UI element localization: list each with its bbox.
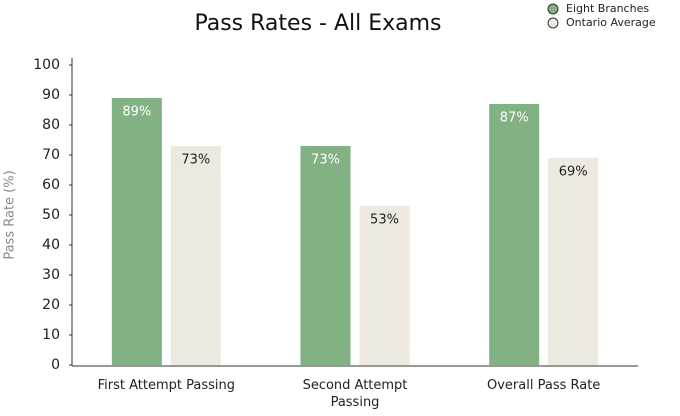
x-tick-label: Second Attempt Passing (302, 378, 408, 410)
y-tick-label: 70 (42, 147, 60, 163)
bar (548, 158, 599, 365)
y-tick-label: 20 (42, 297, 60, 313)
value-label: 73% (181, 153, 210, 168)
y-tick-label: 80 (42, 117, 60, 133)
value-label: 53% (370, 213, 399, 228)
value-label: 73% (311, 153, 340, 168)
y-tick-label: 50 (42, 207, 60, 223)
y-tick-label: 90 (42, 87, 60, 103)
x-tick-label: Overall Pass Rate (487, 378, 601, 393)
y-tick-label: 100 (33, 57, 60, 73)
y-axis-label: Pass Rate (%) (3, 170, 18, 259)
value-label: 89% (122, 105, 151, 120)
y-tick-label: 40 (42, 237, 60, 253)
bar (111, 98, 162, 365)
x-tick-label: First Attempt Passing (97, 378, 236, 393)
legend-label: Eight Branches (566, 2, 649, 15)
bar (300, 146, 351, 365)
bar (170, 146, 221, 365)
chart-title: Pass Rates - All Exams (194, 11, 441, 36)
bar (359, 206, 410, 365)
value-label: 87% (500, 111, 529, 126)
y-tick-label: 10 (42, 327, 60, 343)
y-tick-label: 30 (42, 267, 60, 283)
bar (489, 104, 540, 365)
y-tick-label: 0 (51, 357, 60, 373)
legend-marker (547, 17, 559, 29)
value-label: 69% (559, 165, 588, 180)
legend-label: Ontario Average (566, 16, 656, 29)
y-tick-label: 60 (42, 177, 60, 193)
legend-marker (547, 3, 559, 15)
